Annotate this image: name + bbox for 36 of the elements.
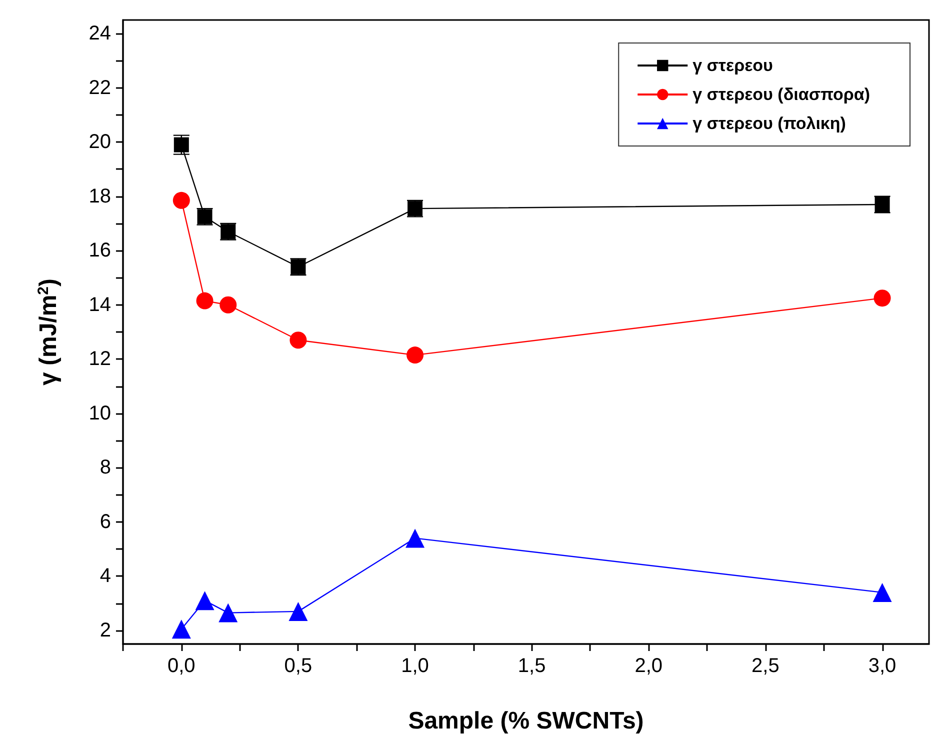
- point: [406, 528, 425, 548]
- point: [406, 346, 424, 364]
- y-tick-label: 24: [88, 22, 111, 45]
- y-tick-label: 16: [88, 240, 111, 262]
- legend-label: γ στερεου: [692, 56, 774, 75]
- y-tick-label: 4: [100, 565, 111, 588]
- point: [288, 602, 308, 621]
- x-tick-label: 0,5: [284, 655, 312, 677]
- x-tick-label: 0,0: [168, 655, 196, 677]
- legend-label: γ στερεου (πολικη): [692, 114, 846, 133]
- point: [220, 296, 237, 314]
- x-tick-label: 2,5: [752, 655, 780, 677]
- y-tick-label: 8: [100, 456, 111, 479]
- x-axis-title: Sample (% SWCNTs): [408, 708, 644, 734]
- point: [872, 582, 892, 602]
- legend-label: γ στερεου (διασπορα): [692, 85, 870, 104]
- y-tick-label: 20: [88, 131, 111, 154]
- y-tick-label: 14: [88, 294, 111, 316]
- y-tick-label: 22: [88, 76, 111, 99]
- point: [172, 620, 191, 639]
- point: [196, 292, 214, 310]
- point: [874, 290, 891, 307]
- point: [195, 591, 214, 610]
- point: [290, 332, 307, 349]
- point: [218, 603, 238, 622]
- x-tick-label: 1,5: [518, 655, 546, 677]
- x-tick-label: 2,0: [634, 655, 663, 677]
- y-tick-label: 6: [100, 510, 111, 533]
- point: [172, 192, 190, 209]
- y-tick-label: 12: [88, 348, 111, 370]
- y-tick-label: 10: [88, 402, 111, 424]
- x-tick-label: 1,0: [401, 655, 429, 677]
- y-tick-label: 2: [100, 619, 111, 642]
- y-tick-label: 18: [88, 185, 111, 208]
- y-axis-title: γ (mJ/m2): [35, 278, 62, 386]
- x-tick-label: 3,0: [868, 655, 896, 677]
